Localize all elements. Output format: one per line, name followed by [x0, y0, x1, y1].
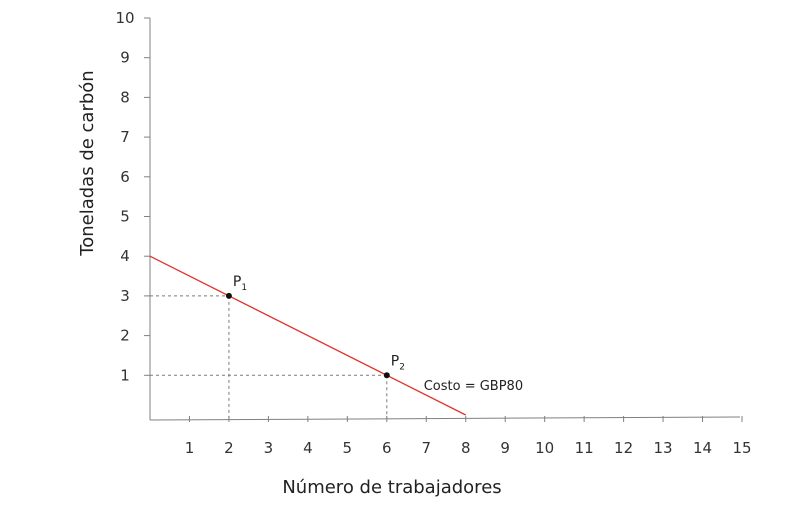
cost-line — [149, 255, 467, 416]
x-tick-label: 1 — [185, 439, 195, 457]
x-tick-label: 6 — [382, 439, 392, 457]
x-tick-label: 13 — [654, 439, 673, 457]
y-tick-label: 1 — [120, 366, 130, 384]
point-label: P2 — [391, 353, 405, 372]
x-tick-label: 10 — [535, 439, 554, 457]
x-tick-label: 3 — [264, 439, 274, 457]
y-tick-label: 2 — [120, 327, 130, 345]
y-ticks: 1 2 3 4 5 6 7 8 9 10 — [115, 9, 150, 384]
x-tick-label: 4 — [303, 439, 313, 457]
guide-lines — [150, 295, 388, 418]
x-tick-label: 14 — [693, 439, 712, 457]
x-ticks: 1 2 3 4 5 6 7 8 9 10 11 12 13 14 15 — [185, 416, 752, 457]
x-tick-label: 9 — [500, 439, 510, 457]
x-tick-label: 12 — [614, 439, 633, 457]
data-point — [225, 292, 232, 299]
x-tick-label: 5 — [343, 439, 353, 457]
y-tick-label: 8 — [120, 88, 130, 106]
x-tick-label: 7 — [421, 439, 431, 457]
y-tick-label: 7 — [120, 128, 130, 146]
x-tick-label: 2 — [224, 439, 234, 457]
y-tick-label: 3 — [120, 287, 130, 305]
y-tick-label: 10 — [115, 9, 134, 27]
y-tick-label: 6 — [120, 168, 130, 186]
x-axis-title: Número de trabajadores — [282, 477, 501, 498]
y-tick-label: 5 — [120, 208, 130, 226]
cost-line-label: Costo = GBP80 — [424, 379, 523, 394]
x-axis — [149, 416, 741, 421]
y-axis-title: Toneladas de carbón — [77, 70, 98, 256]
x-tick-label: 8 — [461, 439, 471, 457]
points-group: P1 P2 — [225, 274, 405, 379]
y-tick-label: 4 — [120, 247, 130, 265]
data-point — [383, 372, 390, 379]
axes — [149, 18, 741, 421]
x-tick-label: 15 — [732, 439, 751, 457]
y-tick-label: 9 — [120, 49, 130, 67]
point-label: P1 — [233, 274, 247, 293]
x-tick-label: 11 — [575, 439, 594, 457]
series-group: Costo = GBP80 — [149, 255, 523, 416]
